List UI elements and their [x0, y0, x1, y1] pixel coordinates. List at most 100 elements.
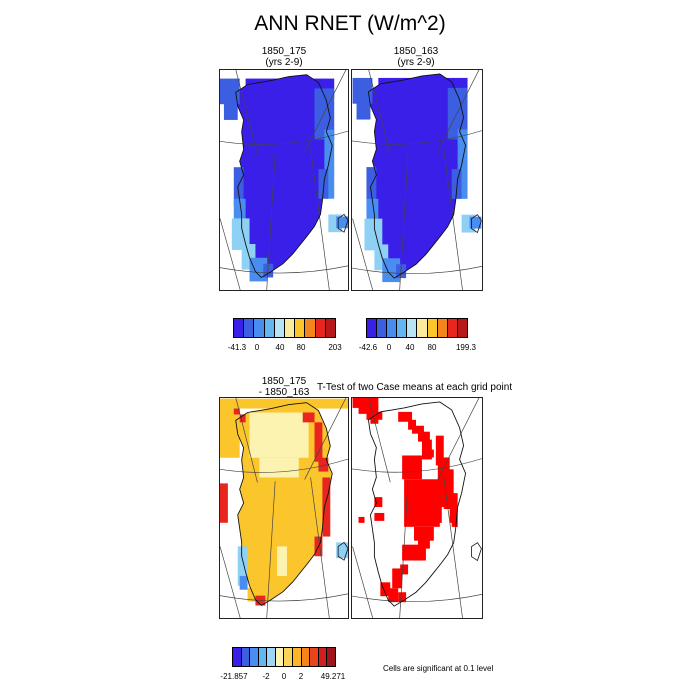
grid-cell	[398, 411, 413, 422]
iceland-coastline	[337, 541, 348, 561]
greenland-coastline	[235, 74, 333, 279]
iceland-coastline	[471, 542, 482, 562]
panel-title-case2: 1850_163 (yrs 2-9)	[351, 46, 481, 68]
colorbar-swatch	[267, 648, 276, 666]
grid-cell	[277, 546, 287, 576]
colorbar-swatch	[397, 319, 408, 337]
graticule-lines	[220, 70, 348, 290]
map-panel-case1	[219, 69, 349, 291]
colorbar-swatch	[254, 319, 265, 337]
grid-cell	[435, 435, 444, 466]
grid-cell	[366, 198, 379, 229]
grid-cell	[380, 582, 391, 597]
grid-cell	[318, 169, 329, 199]
grid-cell	[421, 439, 432, 460]
colorbar-swatch	[234, 319, 245, 337]
colorbar-diff-label: 2	[298, 672, 304, 681]
grid-cell	[314, 88, 335, 140]
grid-cell	[233, 408, 240, 415]
grid-cell	[245, 78, 335, 99]
grid-cell	[392, 568, 403, 589]
grid-cell	[447, 87, 468, 140]
colorbar-swatch	[457, 319, 467, 337]
colorbar-diff-label: 0	[281, 672, 287, 681]
colorbar-diff-label: 49.271	[320, 672, 346, 681]
colorbar-case1-label: 40	[275, 343, 285, 352]
colorbar-swatch	[417, 319, 428, 337]
grid-cell	[233, 198, 246, 229]
grid-cell	[402, 544, 426, 561]
colorbar-case2-label: 80	[427, 343, 437, 352]
greenland-coastline	[367, 401, 467, 607]
grid-cell	[233, 167, 244, 207]
colorbar-swatch	[367, 319, 378, 337]
colorbar-case1	[233, 318, 336, 338]
colorbar-swatch	[258, 648, 268, 666]
colorbar-diff	[232, 647, 336, 667]
colorbar-swatch	[295, 319, 306, 337]
colorbar-swatch	[241, 648, 251, 666]
colorbar-swatch	[325, 319, 336, 337]
colorbar-swatch	[275, 648, 285, 666]
graticule-lines	[352, 70, 482, 290]
grid-cell	[414, 526, 434, 541]
panel-title-diff: 1850_175 - 1850_163	[219, 376, 349, 398]
panel-title-case1: 1850_175 (yrs 2-9)	[219, 46, 349, 68]
grid-cell	[451, 169, 462, 199]
colorbar-swatch	[274, 319, 286, 337]
colorbar-swatch	[447, 319, 458, 337]
colorbar-swatch	[310, 648, 319, 666]
grid-cell	[336, 216, 348, 229]
greenland-coastline	[235, 402, 333, 607]
grid-cell	[451, 507, 458, 527]
grid-cell	[366, 167, 377, 207]
grid-cell	[358, 405, 379, 414]
grid-cell	[412, 425, 424, 434]
grid-cell	[314, 422, 323, 462]
colorbar-diff-label: -2	[262, 672, 270, 681]
grid-cell	[388, 588, 399, 603]
grid-cell	[457, 129, 468, 199]
colorbar-swatch	[233, 648, 242, 666]
grid-cell	[408, 419, 417, 430]
colorbar-swatch	[285, 319, 296, 337]
grid-cell	[223, 100, 238, 120]
colorbar-swatch	[377, 319, 388, 337]
grid-cell	[382, 258, 401, 283]
field-fill	[368, 73, 466, 279]
grid-cell	[374, 497, 383, 508]
grid-cell	[237, 546, 248, 586]
colorbar-swatch	[387, 319, 398, 337]
grid-cell	[443, 469, 454, 509]
grid-cell	[469, 216, 482, 229]
colorbar-swatch	[244, 319, 255, 337]
panel-title-case2-line1: 1850_163	[393, 46, 439, 57]
grid-cell	[417, 431, 430, 442]
grid-cell	[220, 398, 348, 409]
colorbar-case2-label: 199.3	[455, 343, 477, 352]
grid-cell	[336, 542, 348, 559]
colorbar-swatch	[437, 319, 448, 337]
grid-cell	[352, 77, 373, 104]
colorbar-swatch	[315, 319, 326, 337]
colorbar-swatch	[427, 319, 438, 337]
grid-cell	[398, 592, 407, 603]
grid-cell	[239, 414, 246, 423]
figure-title: ANN RNET (W/m^2)	[254, 12, 446, 35]
grid-cell	[378, 77, 468, 98]
greenland-coastline	[367, 73, 467, 279]
colorbar-case1-label: 203	[328, 343, 342, 352]
grid-cell	[400, 564, 409, 575]
ttest-title: T-Test of two Case means at each grid po…	[317, 382, 513, 393]
map-panel-case2	[351, 69, 483, 291]
panel-title-case1-line1: 1850_175	[261, 46, 307, 57]
grid-cell	[220, 483, 228, 523]
grid-cell	[322, 477, 331, 537]
grid-cell	[220, 78, 240, 105]
iceland-coastline	[471, 214, 482, 234]
grid-cell	[402, 455, 422, 480]
panel-title-case2-line2: (yrs 2-9)	[397, 57, 435, 68]
grid-cell	[412, 505, 442, 523]
colorbar-case2-label: 0	[386, 343, 392, 352]
grid-cell	[247, 587, 258, 602]
